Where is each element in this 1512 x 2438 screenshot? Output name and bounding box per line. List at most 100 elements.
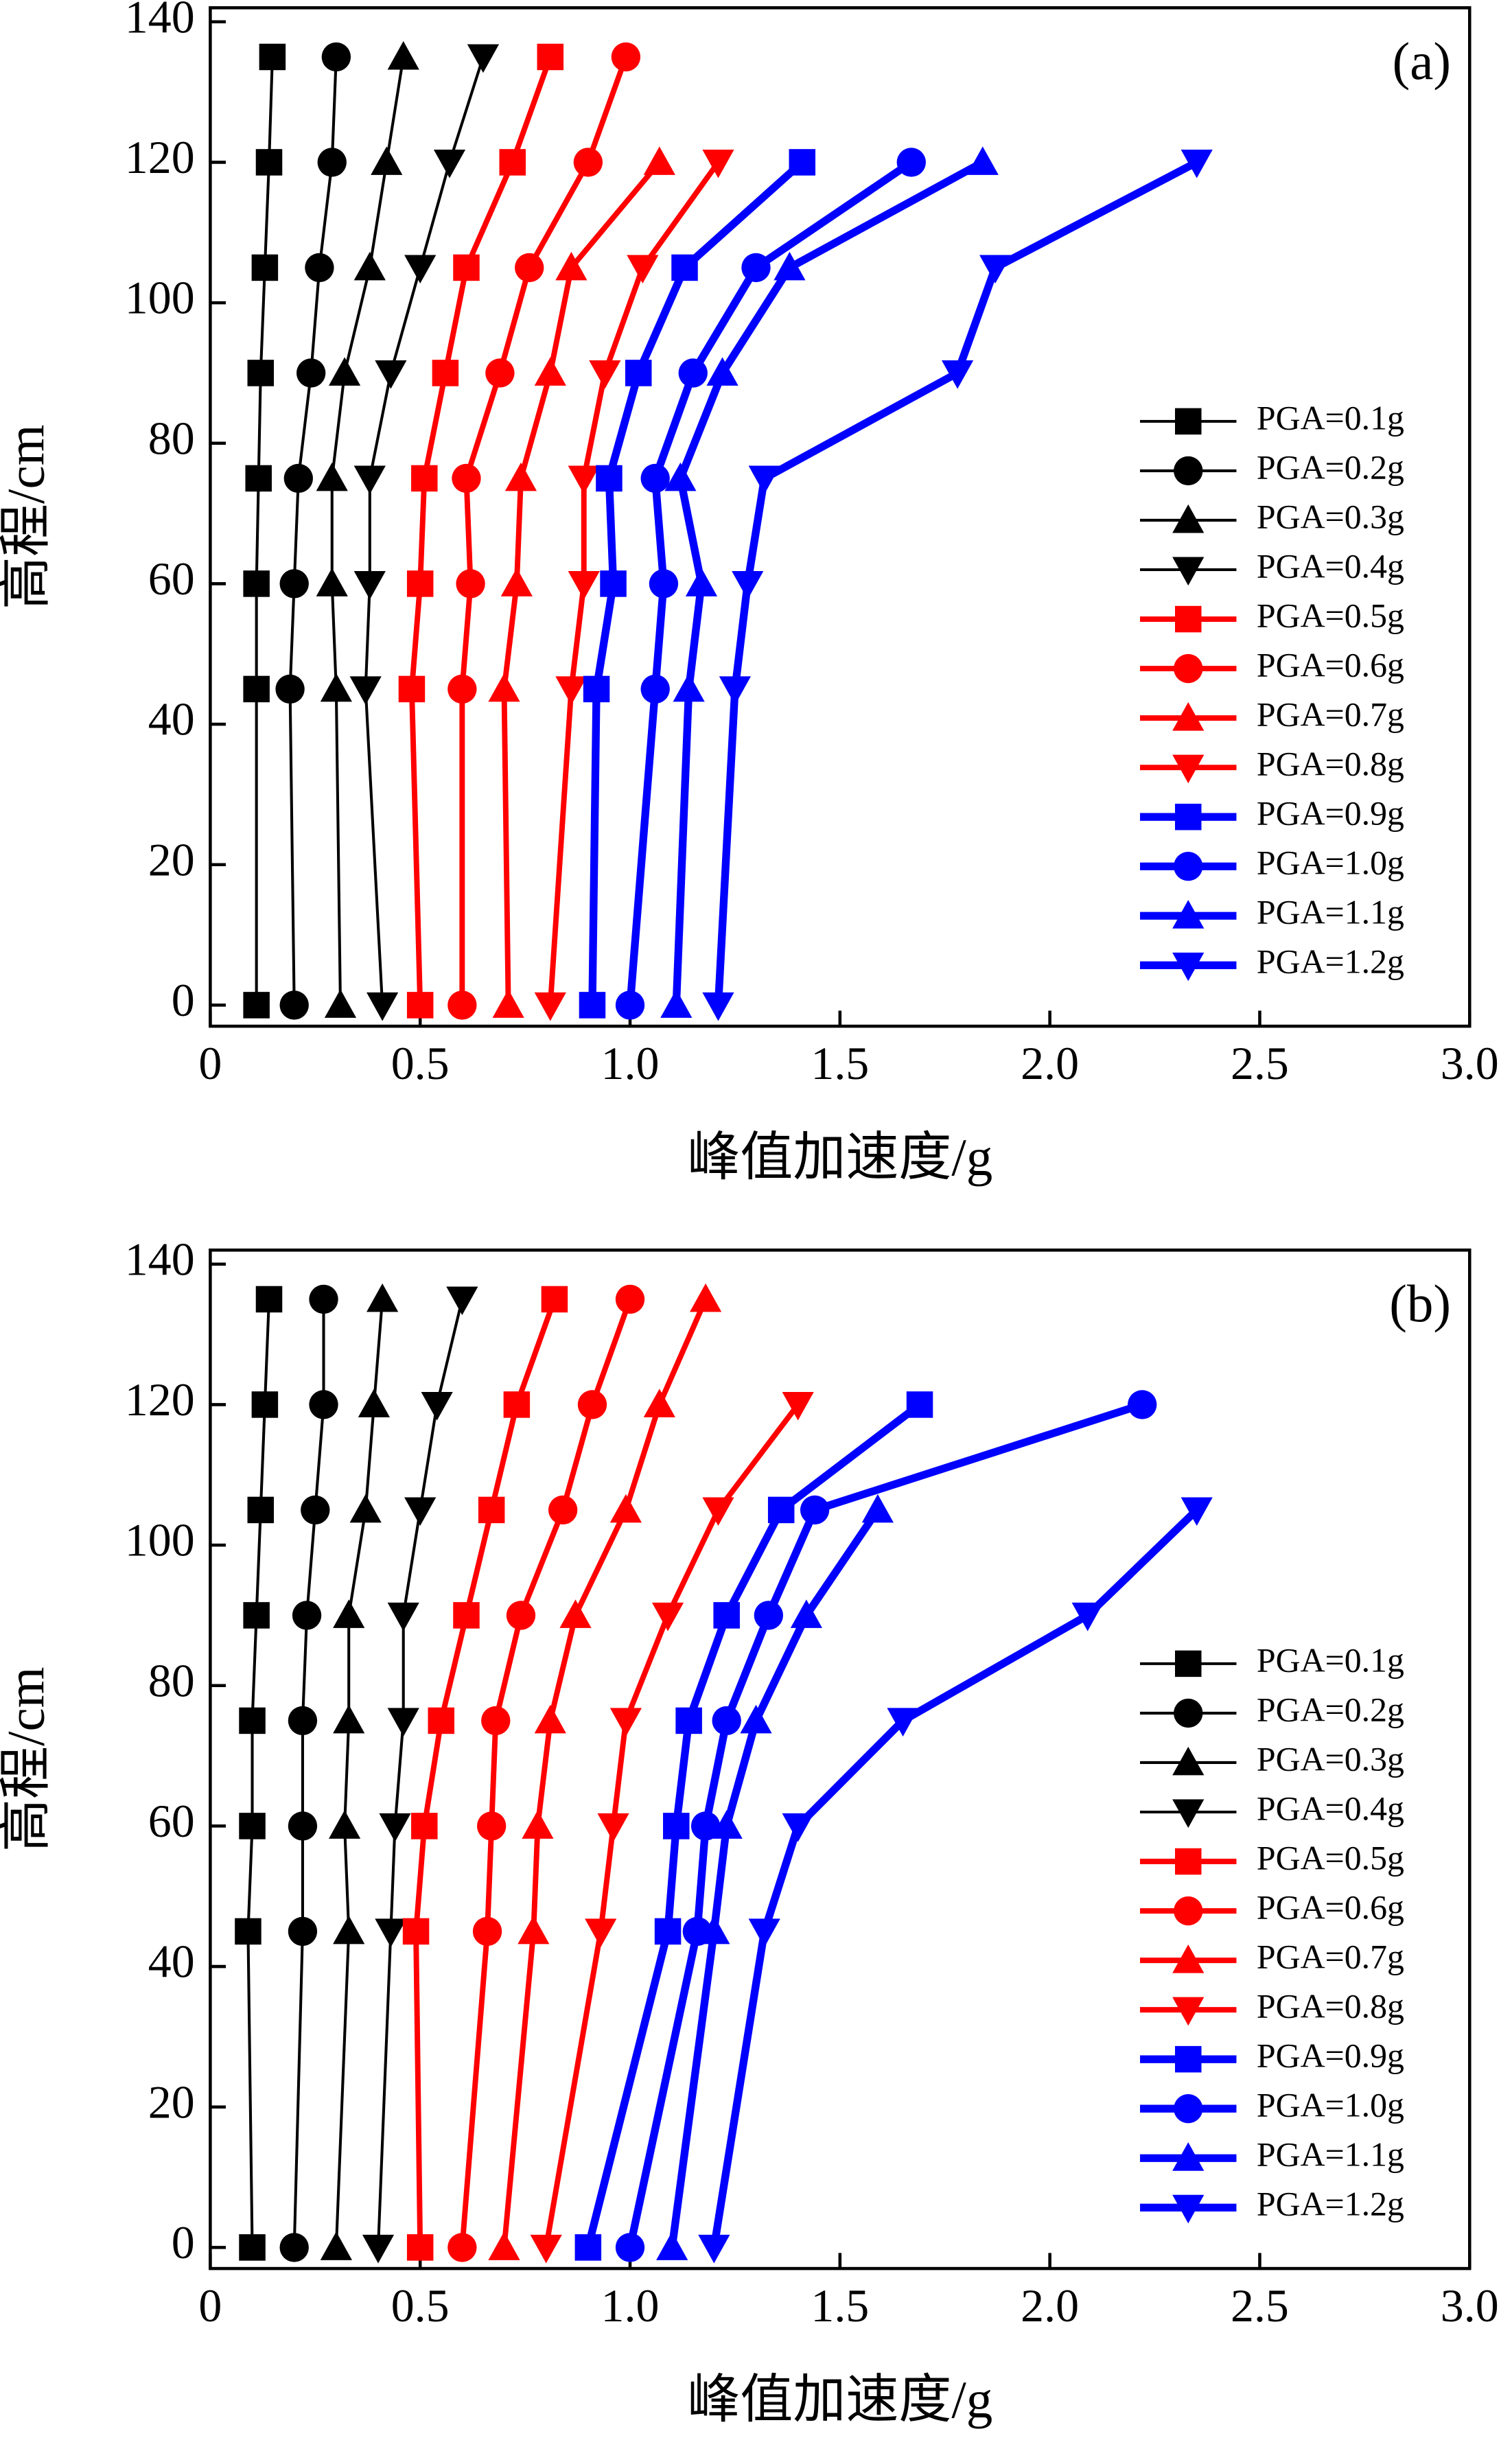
series-line [413, 1298, 557, 2248]
data-point [239, 1813, 266, 1839]
data-point [702, 149, 734, 178]
data-point [387, 40, 419, 70]
data-point [404, 255, 437, 284]
data-point [609, 1708, 642, 1737]
data-point [453, 1602, 480, 1629]
data-point [309, 1284, 338, 1314]
panel-label: (a) [1393, 32, 1451, 91]
data-point [251, 254, 279, 281]
y-tick-label: 120 [125, 131, 195, 183]
data-point [447, 674, 477, 704]
data-point [358, 1389, 391, 1417]
data-point [411, 1813, 438, 1839]
data-point [941, 360, 974, 389]
legend-label: PGA=0.3g [1257, 1740, 1404, 1778]
legend-marker [1172, 702, 1205, 731]
legend-label: PGA=0.1g [1257, 1641, 1404, 1679]
data-point [371, 146, 403, 175]
legend-marker [1175, 1650, 1202, 1677]
data-point [589, 360, 621, 389]
data-point [292, 1601, 322, 1630]
series-line [376, 1299, 464, 2248]
data-point [656, 2231, 688, 2260]
data-point [887, 1708, 919, 1737]
data-point [279, 990, 309, 1020]
data-point [321, 42, 351, 72]
data-point [452, 463, 481, 494]
data-point [643, 1389, 675, 1417]
data-point [476, 1811, 507, 1841]
data-point [541, 1286, 568, 1313]
data-point [275, 674, 305, 704]
data-point [349, 676, 382, 706]
legend-label: PGA=0.4g [1257, 1789, 1404, 1827]
legend-label: PGA=0.8g [1257, 745, 1404, 783]
data-point [353, 465, 386, 495]
x-axis-label: 峰值加速度/g [687, 2370, 992, 2429]
data-point [279, 2233, 309, 2262]
data-point [288, 1706, 318, 1736]
data-point [685, 568, 718, 596]
legend-label: PGA=0.2g [1257, 448, 1404, 486]
series-line [584, 1401, 922, 2249]
legend-marker [1172, 1746, 1205, 1776]
data-point [643, 146, 675, 175]
legend-marker [1172, 1944, 1205, 1973]
data-point [555, 251, 588, 281]
legend-marker [1175, 1848, 1202, 1875]
legend-label: PGA=0.4g [1257, 547, 1404, 585]
data-point [719, 676, 752, 706]
data-point [530, 2234, 562, 2264]
data-point [611, 42, 641, 72]
legend-label: PGA=0.9g [1257, 2037, 1404, 2075]
data-point [433, 149, 466, 178]
data-point [754, 1601, 784, 1630]
x-tick-label: 2.0 [1021, 2279, 1079, 2332]
data-point [402, 1918, 430, 1945]
y-tick-label: 100 [125, 1514, 195, 1566]
data-point [288, 1916, 318, 1947]
legend-marker [1172, 1799, 1205, 1828]
data-point [675, 1707, 702, 1734]
data-point [239, 2234, 266, 2261]
data-point [288, 1811, 318, 1841]
data-point [316, 462, 348, 491]
x-axis-label: 峰值加速度/g [687, 1128, 992, 1187]
data-point [689, 1283, 722, 1312]
data-point [259, 43, 286, 71]
data-point [349, 1494, 382, 1523]
data-point [706, 357, 738, 386]
data-point [690, 1811, 721, 1841]
data-point [453, 254, 480, 281]
data-point [367, 992, 399, 1021]
data-point [428, 1707, 455, 1734]
legend-label: PGA=0.1g [1257, 399, 1404, 437]
data-point [906, 1391, 933, 1418]
series-line [288, 56, 338, 1006]
legend-label: PGA=0.7g [1257, 1938, 1404, 1976]
data-point [406, 2234, 434, 2261]
data-point [585, 1918, 617, 1948]
data-point [774, 251, 806, 281]
y-tick-label: 40 [148, 693, 195, 745]
data-point [478, 1496, 505, 1524]
data-point [702, 1497, 734, 1526]
legend-label: PGA=1.1g [1257, 2136, 1404, 2174]
data-point [615, 1284, 645, 1314]
x-tick-label: 1.5 [811, 2279, 869, 2332]
data-point [789, 149, 816, 176]
data-point [481, 1706, 511, 1736]
x-tick-label: 1.5 [811, 1037, 869, 1089]
data-point [255, 1286, 283, 1313]
data-point [333, 1704, 365, 1734]
data-point [1180, 1497, 1213, 1526]
data-point [517, 1915, 550, 1944]
data-point [649, 569, 679, 599]
data-point [309, 1390, 338, 1419]
data-point [654, 1918, 682, 1945]
series-line [246, 1299, 271, 2248]
legend-label: PGA=0.3g [1257, 498, 1404, 535]
y-tick-label: 120 [125, 1373, 195, 1426]
data-point [522, 1810, 554, 1839]
legend-label: PGA=1.0g [1257, 844, 1404, 882]
